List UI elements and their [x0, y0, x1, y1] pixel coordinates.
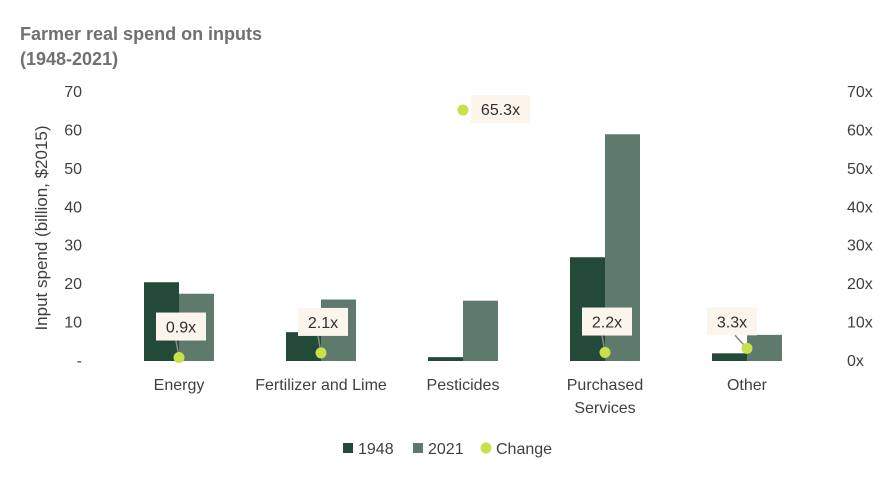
y-axis-label-group: Input spend (billion, $2015): [32, 125, 51, 330]
change-point: [173, 352, 185, 364]
change-point: [315, 347, 327, 359]
change-label: 0.9x: [166, 320, 196, 337]
y2-tick-label: 60x: [847, 122, 873, 139]
change-label: 3.3x: [717, 314, 747, 331]
legend-label: Change: [496, 441, 552, 458]
y2-tick-label: 70x: [847, 84, 873, 101]
bar-1948: [428, 357, 463, 361]
category-label: Pesticides: [427, 377, 500, 394]
y-tick-label: 10: [64, 315, 82, 332]
y2-tick-label: 20x: [847, 276, 873, 293]
change-markers: 0.9x 2.1x 65.3x 2.2x 3.3x: [156, 95, 757, 364]
change-label-box: [471, 95, 530, 124]
y-tick-label: 60: [64, 122, 82, 139]
category-label: Fertilizer and Lime: [255, 377, 387, 394]
legend: 1948 2021 Change: [343, 441, 552, 458]
y-tick-label: 40: [64, 199, 82, 216]
legend-label: 1948: [358, 441, 394, 458]
legend-swatch-1948: [343, 443, 353, 453]
bar-2021: [747, 334, 782, 361]
category-label: Energy: [154, 377, 205, 394]
change-label: 2.2x: [592, 315, 622, 332]
y-tick-label: -: [77, 353, 82, 370]
category-label: Services: [574, 400, 635, 417]
change-label-box: [582, 307, 632, 336]
category-label: Other: [727, 377, 768, 394]
change-label-box: [298, 307, 348, 336]
y-axis-ticks: - 10 20 30 40 50 60 70: [64, 84, 82, 370]
category-label: Purchased: [567, 377, 644, 394]
chart-title-line: (1948-2021): [20, 49, 118, 69]
y2-axis-ticks: 0x 10x 20x 30x 40x 50x 60x 70x: [847, 84, 873, 370]
legend-label: 2021: [428, 441, 464, 458]
chart-title: Farmer real spend on inputs (1948-2021): [20, 24, 262, 69]
y2-tick-label: 50x: [847, 161, 873, 178]
bar-1948: [712, 353, 747, 361]
category-labels: Energy Fertilizer and Lime Pesticides Purch…: [154, 377, 768, 417]
legend-swatch-change: [480, 442, 492, 454]
y-tick-label: 30: [64, 238, 82, 255]
y-axis-label: Input spend (billion, $2015): [32, 125, 51, 330]
change-point: [741, 342, 753, 354]
y2-tick-label: 10x: [847, 315, 873, 332]
y2-tick-label: 40x: [847, 199, 873, 216]
y2-tick-label: 30x: [847, 238, 873, 255]
change-label-box: [707, 307, 757, 336]
bars: [144, 134, 782, 361]
change-label: 2.1x: [308, 315, 338, 332]
change-label: 65.3x: [481, 102, 520, 119]
change-point: [599, 347, 611, 359]
legend-swatch-2021: [413, 443, 423, 453]
chart-title-line: Farmer real spend on inputs: [20, 24, 262, 44]
change-point: [457, 104, 469, 116]
y-tick-label: 50: [64, 161, 82, 178]
y-tick-label: 20: [64, 276, 82, 293]
bar-2021: [463, 300, 498, 361]
bar-1948: [286, 332, 321, 361]
y2-tick-label: 0x: [847, 353, 864, 370]
y-tick-label: 70: [64, 84, 82, 101]
change-label-box: [156, 312, 206, 341]
